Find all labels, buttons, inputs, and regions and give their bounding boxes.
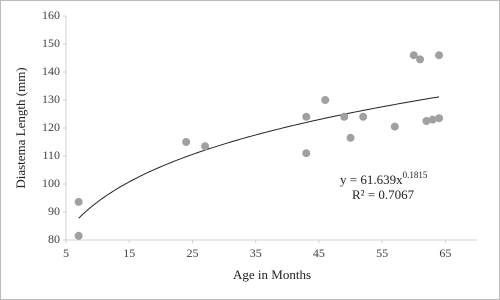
x-tick-label: 55 <box>376 246 388 260</box>
y-tick-label: 130 <box>42 92 60 106</box>
point <box>74 197 83 206</box>
x-tick-label: 15 <box>123 246 135 260</box>
y-tick-label: 90 <box>48 204 60 218</box>
point <box>435 51 444 60</box>
point <box>321 96 330 104</box>
point <box>416 55 425 64</box>
equation-exponent: 0.1815 <box>403 170 428 180</box>
point <box>302 112 311 121</box>
y-tick-label: 80 <box>48 232 60 246</box>
point <box>422 117 431 125</box>
x-tick-label: 25 <box>186 246 198 260</box>
x-tick-label: 35 <box>250 246 262 260</box>
point <box>409 51 418 60</box>
y-axis-label: Diastema Length (mm) <box>13 67 28 188</box>
point <box>340 112 349 121</box>
point <box>346 133 355 142</box>
point <box>182 138 191 146</box>
y-tick-label: 110 <box>42 148 60 162</box>
x-tick-label: 65 <box>439 246 451 260</box>
trendline <box>78 96 440 219</box>
y-tick-label: 160 <box>42 8 60 22</box>
y-tick-label: 150 <box>42 36 60 50</box>
point <box>428 115 437 124</box>
point <box>435 114 444 123</box>
point <box>359 112 368 121</box>
y-tick-label: 100 <box>42 176 60 190</box>
point <box>74 231 83 240</box>
equation-text: y = 61.639x <box>340 172 403 187</box>
trend-r2: R² = 0.7067 <box>352 187 415 202</box>
trend-equation: y = 61.639x0.1815 <box>340 170 428 187</box>
point <box>302 149 311 158</box>
point <box>390 122 399 131</box>
x-axis-label: Age in Months <box>233 267 311 282</box>
y-tick-label: 120 <box>42 120 60 134</box>
y-tick-label: 140 <box>42 64 60 78</box>
x-tick-label: 45 <box>313 246 325 260</box>
x-tick-label: 5 <box>63 246 69 260</box>
point <box>201 142 210 151</box>
